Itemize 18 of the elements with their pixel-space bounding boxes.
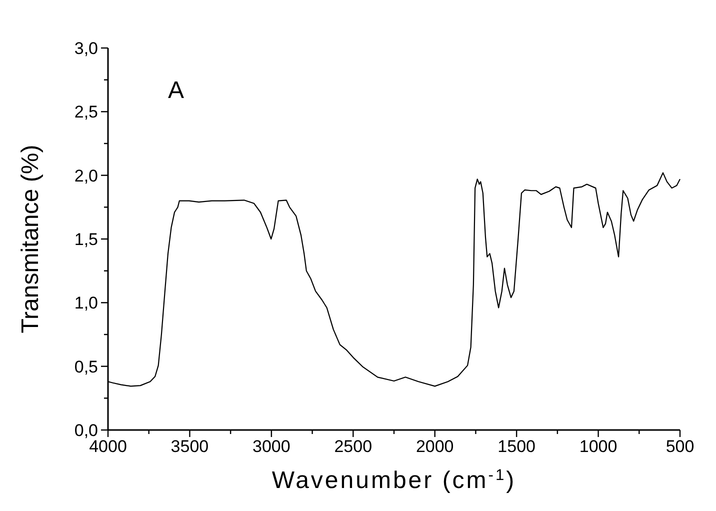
y-tick-label: 0,0	[74, 421, 98, 440]
y-tick-label: 1,5	[74, 230, 98, 249]
x-tick-label: 3500	[170, 437, 209, 456]
y-tick-label: 2,5	[74, 102, 98, 122]
x-tick-label: 3000	[252, 437, 290, 456]
x-tick-label: 500	[666, 437, 694, 456]
x-axis-title: Wavenumber (cm$^{-1}$)	[272, 466, 516, 494]
x-tick-label: 4000	[89, 437, 127, 456]
y-axis-title: Transmitance (%)	[17, 144, 44, 334]
annotation: A	[168, 77, 184, 104]
x-tick-label: 1500	[498, 437, 536, 456]
y-tick-label: 0,5	[74, 357, 98, 376]
y-tick-label: 2,0	[74, 166, 98, 186]
x-tick-label: 1000	[579, 437, 618, 456]
y-tick-label: 3,0	[74, 39, 98, 58]
x-tick-label: 2500	[334, 437, 372, 456]
y-tick-label: 1,0	[74, 294, 98, 313]
x-tick-label: 2000	[416, 437, 454, 456]
